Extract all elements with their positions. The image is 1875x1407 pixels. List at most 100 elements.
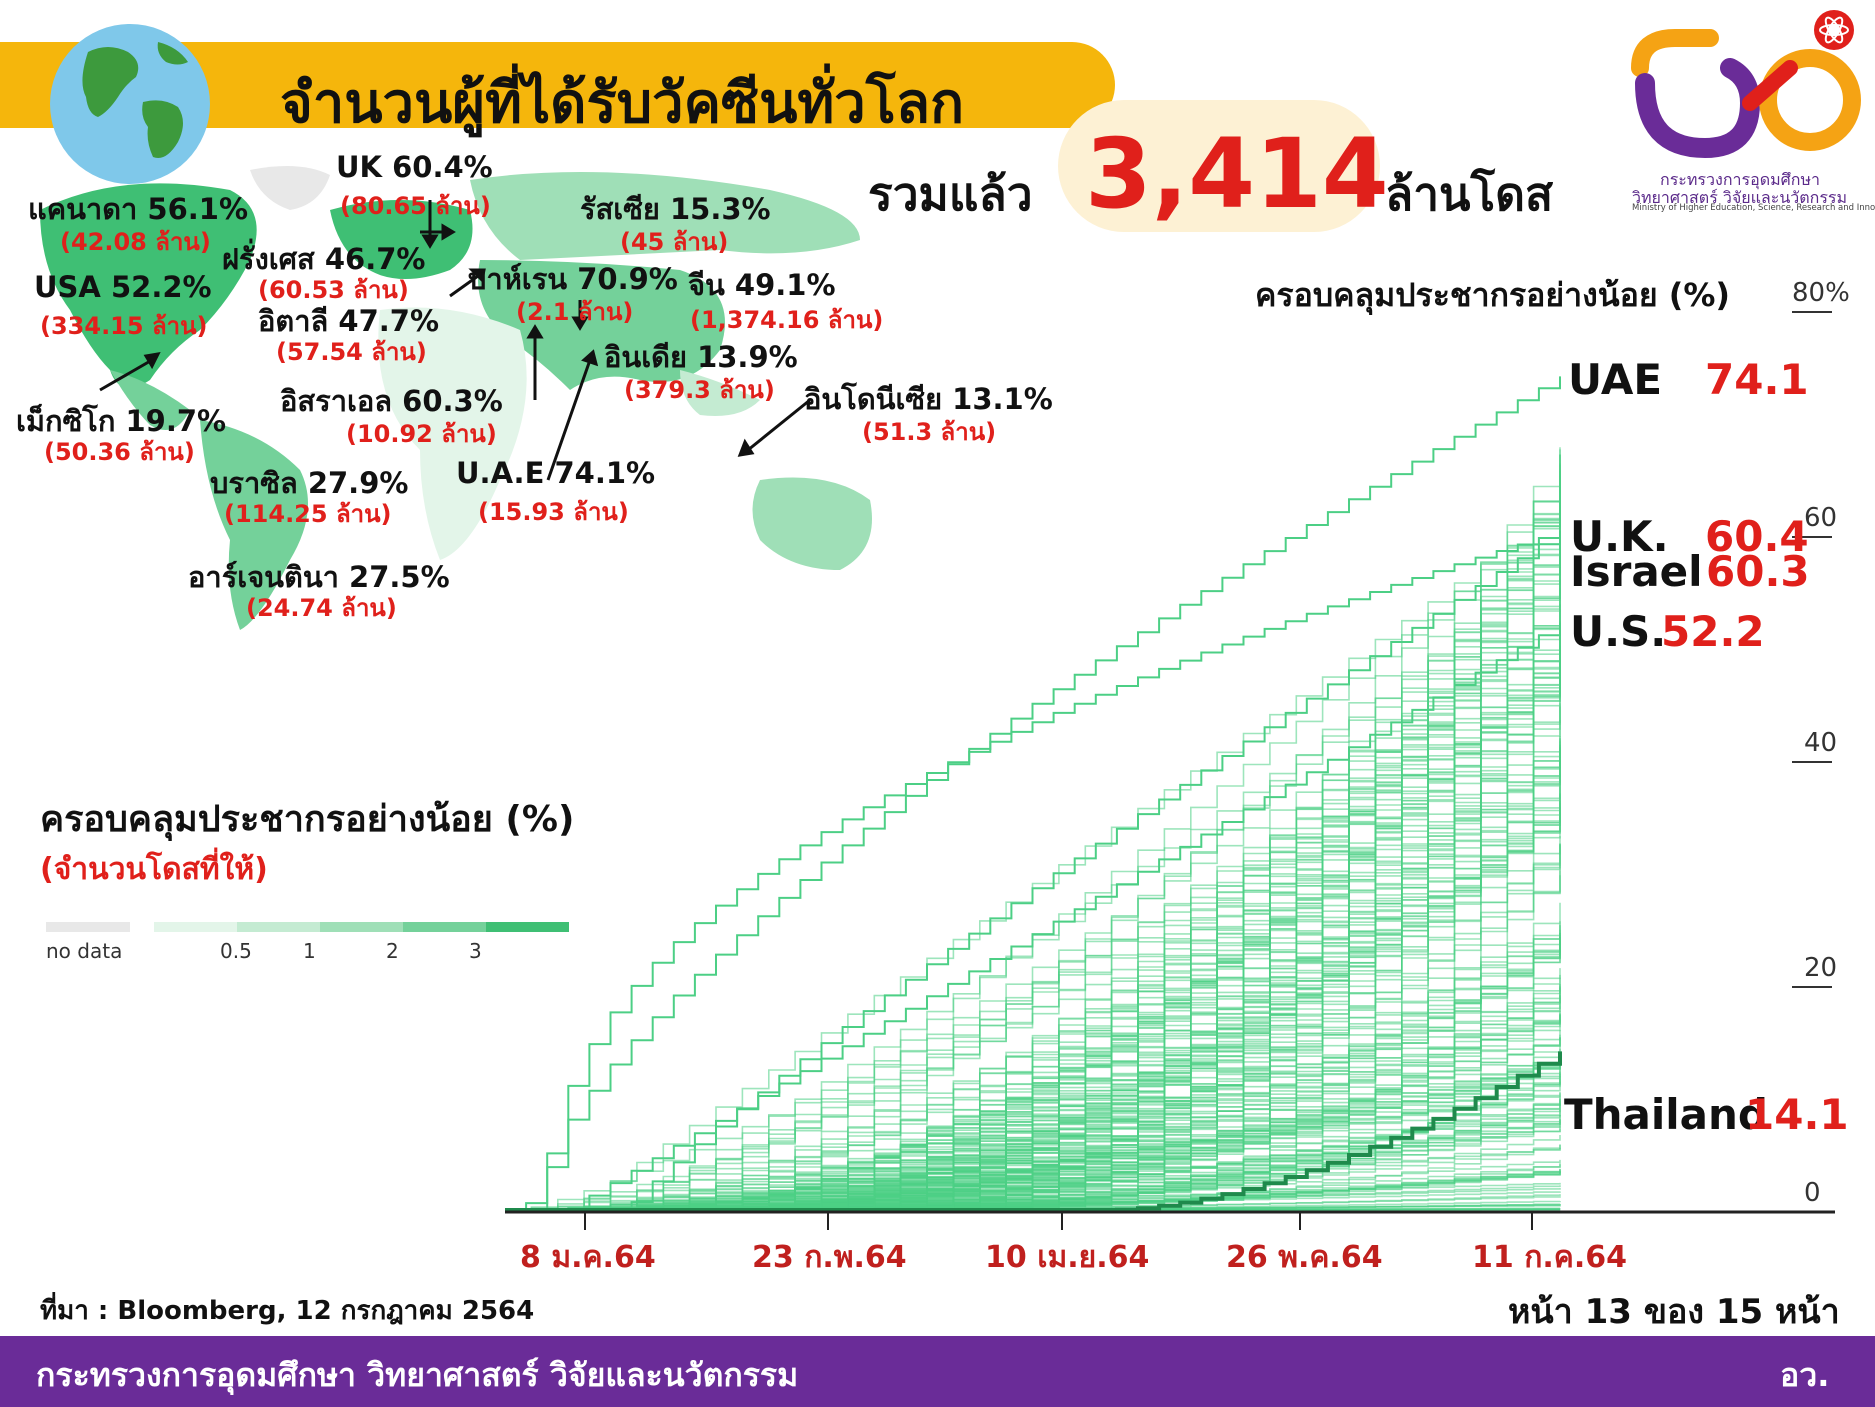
country-line	[505, 812, 1561, 1211]
country-line	[505, 1059, 1561, 1211]
series-line-us	[505, 622, 1561, 1211]
country-line	[505, 736, 1561, 1211]
legend-title: ครอบคลุมประชากรอย่างน้อย (%)	[40, 799, 575, 840]
country-line	[505, 836, 1561, 1211]
legend-swatch	[403, 922, 486, 932]
country-line	[505, 1098, 1561, 1211]
country-line	[505, 937, 1561, 1211]
country-line	[505, 1103, 1561, 1211]
country-line	[505, 1012, 1561, 1211]
country-line	[505, 604, 1561, 1211]
country-line	[505, 1126, 1561, 1211]
country-line	[505, 1059, 1561, 1211]
total-value: 3,414	[1085, 118, 1389, 230]
country-line	[505, 843, 1561, 1211]
country-line	[505, 624, 1561, 1211]
legend-tick: no data	[46, 939, 122, 963]
country-line	[505, 680, 1561, 1211]
country-line	[505, 870, 1561, 1211]
country-line	[505, 674, 1561, 1211]
map-country-doses: (334.15 ล้าน)	[40, 312, 208, 340]
country-line	[505, 925, 1561, 1211]
map-country-label: อิสราเอล 60.3%	[280, 384, 503, 418]
country-line	[505, 845, 1561, 1211]
map-country-doses: (42.08 ล้าน)	[60, 228, 211, 256]
map-country-doses: (1,374.16 ล้าน)	[690, 306, 884, 334]
x-tick-label: 10 เม.ย.64	[985, 1240, 1150, 1275]
country-line	[505, 1052, 1561, 1211]
country-line	[505, 984, 1561, 1211]
x-tick-label: 23 ก.พ.64	[752, 1240, 907, 1275]
series-label: Israel	[1570, 547, 1703, 596]
country-line	[505, 620, 1561, 1211]
country-line	[505, 552, 1561, 1211]
country-line	[505, 995, 1561, 1211]
map-country-label: ฝรั่งเศส 46.7%	[222, 242, 426, 276]
country-line	[505, 1182, 1561, 1211]
country-line	[505, 631, 1561, 1211]
country-line	[505, 1013, 1561, 1211]
series-label: UAE	[1568, 355, 1663, 404]
country-line	[505, 1037, 1561, 1211]
country-line	[505, 1144, 1561, 1211]
map-country-doses: (80.65 ล้าน)	[340, 192, 491, 220]
country-line	[505, 948, 1561, 1211]
country-line	[505, 745, 1561, 1211]
country-line	[505, 864, 1561, 1211]
country-line	[505, 813, 1561, 1211]
country-line	[505, 748, 1561, 1211]
country-line	[505, 666, 1561, 1211]
country-line	[505, 1015, 1561, 1211]
map-country-doses: (24.74 ล้าน)	[246, 594, 397, 622]
country-line	[505, 1037, 1561, 1211]
map-country-doses: (2.1 ล้าน)	[516, 298, 634, 326]
map-country-doses: (15.93 ล้าน)	[478, 498, 629, 526]
map-country-doses: (114.25 ล้าน)	[224, 500, 392, 528]
legend-color-scale: no data 0.5 1 2 3	[46, 922, 569, 963]
legend-swatch	[486, 922, 569, 932]
country-line	[505, 564, 1561, 1211]
country-line	[505, 1203, 1561, 1211]
country-line	[505, 1057, 1561, 1211]
country-line	[505, 1159, 1561, 1211]
country-line	[505, 939, 1561, 1211]
country-line	[505, 657, 1561, 1211]
country-line	[505, 1005, 1561, 1211]
legend-bar: no data 0.5 1 2 3	[44, 920, 584, 984]
country-line	[505, 588, 1561, 1211]
country-line	[505, 1104, 1561, 1211]
country-line	[505, 675, 1561, 1211]
country-line	[505, 935, 1561, 1211]
country-line	[505, 1100, 1561, 1211]
country-line	[505, 1119, 1561, 1211]
country-line	[505, 660, 1561, 1211]
country-line	[505, 793, 1561, 1211]
y-tick-label: 0	[1804, 1178, 1821, 1208]
country-line	[505, 1081, 1561, 1211]
map-country-label: อินเดีย 13.9%	[604, 340, 798, 374]
country-line	[505, 987, 1561, 1211]
country-line	[505, 720, 1561, 1211]
country-line	[505, 932, 1561, 1211]
map-south-america	[200, 420, 308, 630]
country-line	[505, 1014, 1561, 1211]
country-line	[505, 1122, 1561, 1211]
country-line	[505, 808, 1561, 1211]
country-line	[505, 1079, 1561, 1211]
country-line	[505, 748, 1561, 1211]
map-country-label: USA 52.2%	[34, 270, 212, 304]
series-label: U.S.	[1570, 607, 1667, 656]
country-line	[505, 1095, 1561, 1211]
series-value: 52.2	[1661, 607, 1765, 656]
country-line	[505, 758, 1561, 1211]
legend-no-data-swatch	[46, 922, 130, 932]
map-greenland	[250, 166, 330, 210]
x-tick-label: 8 ม.ค.64	[520, 1240, 656, 1275]
country-line	[505, 747, 1561, 1211]
country-line	[505, 1019, 1561, 1211]
series-value: 60.4	[1705, 512, 1809, 561]
country-line	[505, 1208, 1560, 1211]
country-line	[505, 1207, 1561, 1211]
country-line	[505, 1115, 1561, 1211]
country-line	[505, 741, 1561, 1211]
